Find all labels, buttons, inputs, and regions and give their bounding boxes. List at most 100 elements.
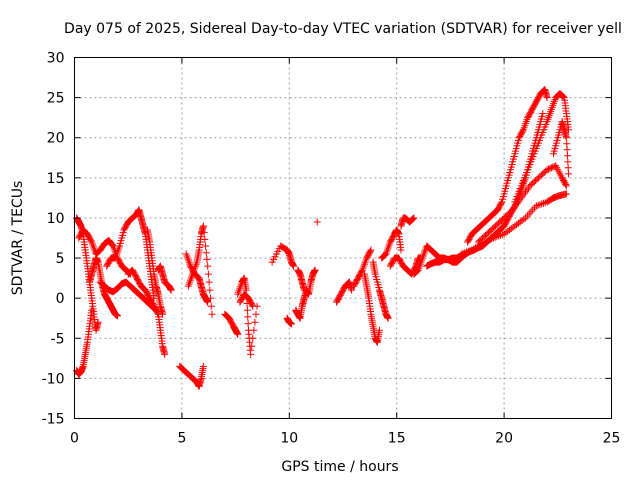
data-point	[367, 246, 375, 254]
data-point	[459, 249, 467, 257]
data-point	[513, 221, 521, 229]
data-point	[300, 286, 308, 294]
data-point	[507, 225, 515, 233]
data-point	[208, 310, 216, 318]
data-point	[202, 249, 210, 257]
data-point	[544, 165, 552, 173]
data-point	[290, 262, 298, 270]
data-point	[201, 235, 209, 243]
data-point	[541, 199, 549, 207]
data-point	[543, 94, 551, 102]
data-point	[204, 298, 212, 306]
data-point	[563, 146, 571, 154]
x-tick-label: 10	[280, 431, 298, 447]
sat-trace-q	[283, 314, 295, 328]
data-point	[243, 306, 251, 314]
data-point	[495, 232, 503, 240]
data-point	[502, 229, 510, 237]
data-point	[468, 246, 476, 254]
y-tick-label: 10	[47, 211, 65, 227]
sat-trace-c	[75, 226, 134, 278]
data-point	[461, 249, 469, 257]
data-point	[482, 238, 490, 246]
data-point	[532, 202, 540, 210]
data-point	[497, 199, 505, 207]
data-point	[397, 246, 405, 254]
data-point	[200, 229, 208, 237]
y-tick-label: -15	[42, 412, 65, 428]
data-point	[507, 207, 515, 215]
data-point	[509, 223, 517, 231]
sat-trace-ah	[550, 118, 573, 178]
data-point	[534, 201, 542, 209]
data-point	[463, 248, 471, 256]
y-tick-label: -10	[42, 371, 65, 387]
data-point	[204, 262, 212, 270]
data-point	[94, 318, 102, 326]
sat-trace-af	[474, 162, 570, 246]
data-point	[87, 237, 95, 245]
data-point	[562, 190, 570, 198]
data-point	[204, 270, 212, 278]
data-point	[366, 247, 374, 255]
data-layer	[73, 86, 573, 390]
data-point	[539, 199, 547, 207]
y-tick-label: 25	[47, 91, 65, 107]
data-point	[234, 330, 242, 338]
data-point	[471, 244, 479, 252]
data-point	[516, 218, 524, 226]
data-point	[242, 286, 250, 294]
data-point	[498, 231, 506, 239]
data-point	[464, 247, 472, 255]
x-tick-label: 0	[70, 431, 79, 447]
data-point	[199, 362, 207, 370]
sat-trace-m	[221, 310, 242, 338]
data-point	[311, 266, 319, 274]
data-point	[248, 301, 256, 309]
data-point	[348, 286, 356, 294]
data-point	[384, 314, 392, 322]
y-tick-label: 0	[56, 291, 65, 307]
y-tick-label: 5	[56, 251, 65, 267]
sat-trace-r	[292, 266, 319, 322]
data-point	[536, 201, 544, 209]
sat-trace-n	[234, 274, 261, 358]
data-point	[480, 239, 488, 247]
data-point	[560, 93, 568, 101]
data-point	[489, 234, 497, 242]
sat-trace-i	[154, 262, 175, 294]
x-tick-label: 25	[603, 431, 621, 447]
data-point	[161, 350, 169, 358]
data-point	[519, 127, 527, 135]
data-point	[207, 302, 215, 310]
data-point	[514, 219, 522, 227]
data-point	[493, 233, 501, 241]
sat-trace-ad	[464, 86, 551, 246]
data-point	[563, 140, 571, 148]
data-point	[491, 233, 499, 241]
data-point	[497, 231, 505, 239]
axis-layer: -15 -10 -5 0 5 10 15 20 25 30 0 5 10 15 20 25	[42, 51, 621, 447]
y-tick-label: 15	[47, 171, 65, 187]
data-point	[549, 163, 557, 171]
sat-trace-aa	[397, 214, 418, 230]
data-point	[511, 222, 519, 230]
y-tick-label: 20	[47, 131, 65, 147]
sat-trace-g	[124, 266, 169, 358]
sat-trace-b	[73, 306, 96, 378]
data-point	[486, 236, 494, 244]
plot-frame	[74, 57, 612, 419]
data-point	[252, 310, 260, 318]
data-point	[205, 278, 213, 286]
data-point	[206, 286, 214, 294]
data-point	[562, 181, 570, 189]
data-point	[409, 215, 417, 223]
sat-trace-d	[86, 254, 121, 320]
data-point	[457, 250, 465, 258]
sat-trace-l	[184, 222, 216, 318]
sat-trace-j	[176, 362, 207, 390]
data-point	[108, 241, 116, 249]
data-point	[251, 318, 259, 326]
